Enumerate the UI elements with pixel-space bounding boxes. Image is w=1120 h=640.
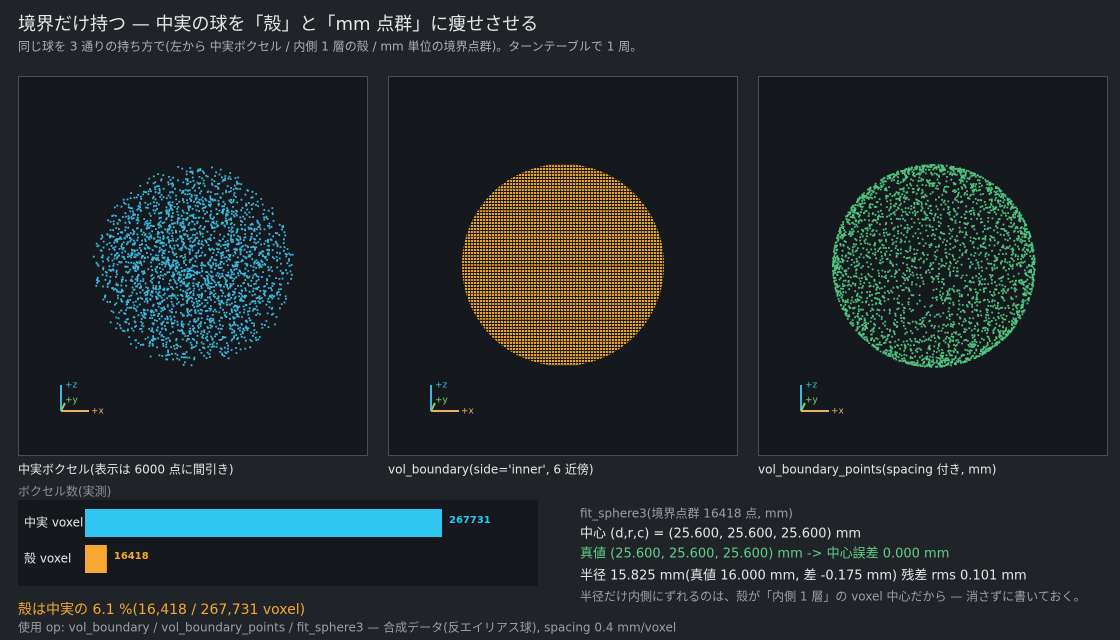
shell-rings [462, 164, 664, 366]
panels: +z +y +x 中実ボクセル(表示は 6000 点に間引き) +z +y +x vol_bo… [18, 76, 1108, 477]
axis-y [60, 402, 66, 412]
panel-caption: 中実ボクセル(表示は 6000 点に間引き) [18, 462, 234, 477]
bars: 中実 voxel 267731 殻 voxel 16418 [24, 509, 491, 573]
fit-note: 半径だけ内側にずれるのは、殻が「内側 1 層」の voxel 中心だから — 消… [580, 589, 1085, 604]
axis-label-y: +y [435, 396, 449, 406]
chart-title: ボクセル数(実測) [18, 484, 111, 499]
axis-y [800, 402, 806, 412]
axis-label-x: +x [461, 407, 475, 417]
category-label: 中実 voxel [24, 515, 83, 530]
axis-label-z: +z [805, 381, 818, 391]
view-panel [758, 76, 1108, 456]
subtitle: 同じ球を 3 通りの持ち方で(左から 中実ボクセル / 内側 1 層の殻 / m… [18, 39, 642, 54]
footer-ops: 使用 op: vol_boundary / vol_boundary_point… [18, 620, 676, 635]
axis-label-x: +x [831, 407, 845, 417]
bar [85, 545, 107, 573]
axis-label-z: +z [435, 381, 448, 391]
bar [85, 509, 442, 537]
panel-caption: vol_boundary(side='inner', 6 近傍) [388, 462, 594, 477]
value-label: 267731 [449, 515, 491, 526]
fit-radius: 半径 15.825 mm(真値 16.000 mm, 差 -0.175 mm) … [580, 568, 1027, 584]
boundary-points [832, 164, 1036, 368]
axis-label-y: +y [65, 396, 79, 406]
axis-label-x: +x [91, 407, 105, 417]
axis-label-z: +z [65, 381, 78, 391]
panel-caption: vol_boundary_points(spacing 付き, mm) [758, 463, 996, 477]
category-label: 殻 voxel [24, 552, 71, 566]
axis-label-y: +y [805, 396, 819, 406]
value-label: 16418 [114, 551, 149, 562]
point-cloud [92, 166, 294, 367]
fit-heading: fit_sphere3(境界点群 16418 点, mm) [580, 506, 793, 521]
footer-ratio: 殻は中実の 6.1 %(16,418 / 267,731 voxel) [18, 602, 305, 618]
axis-y [430, 402, 436, 412]
title: 境界だけ持つ — 中実の球を「殻」と「mm 点群」に痩せさせる [18, 14, 538, 35]
fit-truth: 真値 (25.600, 25.600, 25.600) mm -> 中心誤差 0… [580, 546, 949, 562]
fit-center: 中心 (d,r,c) = (25.600, 25.600, 25.600) mm [580, 527, 861, 542]
